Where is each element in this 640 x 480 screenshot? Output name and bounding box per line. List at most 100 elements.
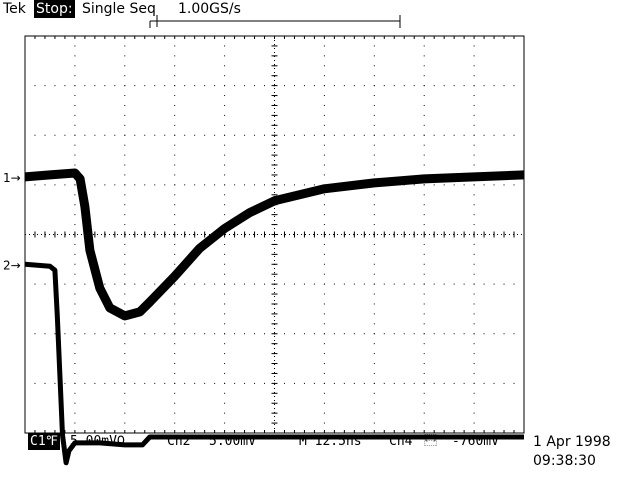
grid-dot [24, 184, 26, 186]
grid-dot [194, 85, 196, 87]
grid-dot [393, 283, 395, 285]
grid-dot [373, 323, 375, 325]
grid-dot [503, 283, 505, 285]
grid-dot [353, 283, 355, 285]
grid-dot [353, 85, 355, 87]
grid-dot [333, 382, 335, 384]
grid-dot [373, 114, 375, 116]
grid-dot [264, 134, 266, 136]
grid-dot [114, 134, 116, 136]
grid-dot [74, 363, 76, 365]
grid-dot [124, 154, 126, 156]
grid-dot [323, 372, 325, 374]
grid-dot [303, 85, 305, 87]
grid-dot [303, 283, 305, 285]
grid-dot [293, 184, 295, 186]
ch1-label[interactable]: C1℉ [28, 433, 61, 450]
grid-dot [283, 85, 285, 87]
grid-dot [74, 214, 76, 216]
grid-dot [174, 204, 176, 206]
grid-dot [483, 333, 485, 335]
grid-dot [154, 283, 156, 285]
grid-dot [323, 323, 325, 325]
grid-dot [224, 65, 226, 67]
grid-dot [74, 253, 76, 255]
grid-dot [423, 353, 425, 355]
grid-dot [383, 85, 385, 87]
grid-dot [323, 293, 325, 295]
grid-dot [503, 134, 505, 136]
grid-dot [493, 283, 495, 285]
grid-dot [503, 184, 505, 186]
grid-dot [483, 85, 485, 87]
grid-dot [34, 85, 36, 87]
ch2-label[interactable]: Ch2 [167, 434, 191, 449]
grid-dot [54, 333, 56, 335]
grid-dot [323, 174, 325, 176]
grid-dot [323, 382, 325, 384]
grid-dot [224, 164, 226, 166]
grid-dot [224, 243, 226, 245]
grid-dot [353, 134, 355, 136]
grid-dot [124, 174, 126, 176]
grid-dot [114, 283, 116, 285]
grid-dot [104, 184, 106, 186]
grid-dot [94, 184, 96, 186]
grid-dot [24, 382, 26, 384]
grid-dot [24, 283, 26, 285]
grid-dot [134, 382, 136, 384]
grid-dot [473, 164, 475, 166]
grid-dot [473, 184, 475, 186]
grid-dot [174, 253, 176, 255]
grid-dot [254, 85, 256, 87]
grid-dot [423, 224, 425, 226]
grid-dot [174, 382, 176, 384]
grid-dot [174, 422, 176, 424]
grid-dot [423, 323, 425, 325]
grid-dot [124, 333, 126, 335]
grid-dot [373, 45, 375, 47]
grid-dot [423, 154, 425, 156]
grid-dot [343, 134, 345, 136]
grid-dot [214, 134, 216, 136]
grid-dot [224, 333, 226, 335]
grid-dot [224, 353, 226, 355]
grid-dot [124, 263, 126, 265]
grid-dot [473, 214, 475, 216]
grid-dot [313, 283, 315, 285]
grid-dot [323, 363, 325, 365]
grid-dot [373, 55, 375, 57]
grid-dot [224, 194, 226, 196]
grid-dot [323, 144, 325, 146]
grid-dot [433, 382, 435, 384]
grid-dot [423, 85, 425, 87]
acquisition-mode: Single Seq [82, 1, 156, 17]
grid-dot [513, 85, 515, 87]
grid-dot [234, 134, 236, 136]
grid-dot [343, 85, 345, 87]
grid-dot [363, 333, 365, 335]
grid-dot [443, 333, 445, 335]
grid-dot [473, 402, 475, 404]
grid-dot [363, 85, 365, 87]
grid-dot [174, 104, 176, 106]
grid-dot [154, 134, 156, 136]
grid-dot [134, 333, 136, 335]
brand-label: Tek [3, 1, 26, 17]
grid-dot [74, 114, 76, 116]
grid-dot [413, 134, 415, 136]
grid-dot [174, 95, 176, 97]
grid-dot [174, 363, 176, 365]
grid-dot [224, 313, 226, 315]
grid-dot [473, 283, 475, 285]
grid-dot [403, 134, 405, 136]
grid-dot [413, 333, 415, 335]
grid-dot [473, 253, 475, 255]
ch2-scale: 5.00mV [209, 434, 256, 449]
grid-dot [423, 303, 425, 305]
grid-dot [124, 114, 126, 116]
grid-dot [473, 303, 475, 305]
grid-dot [323, 75, 325, 77]
grid-dot [214, 382, 216, 384]
grid-dot [463, 184, 465, 186]
